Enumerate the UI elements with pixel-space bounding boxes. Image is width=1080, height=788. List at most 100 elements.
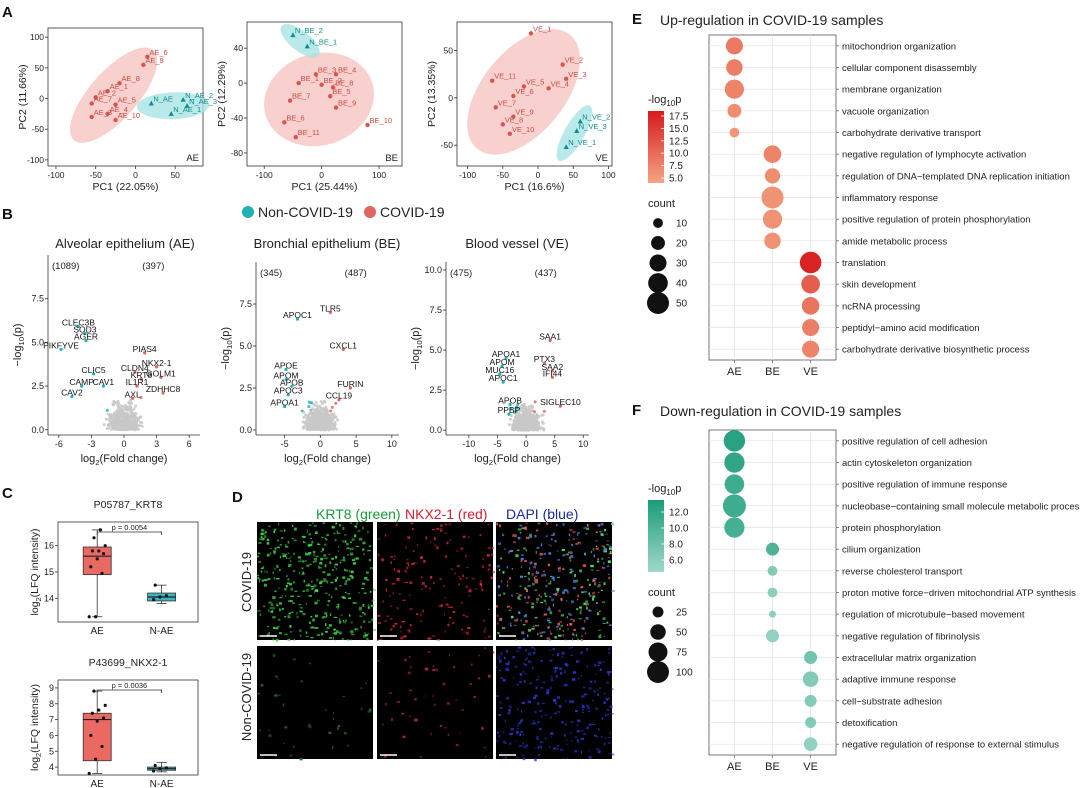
microscopy-signal	[535, 686, 538, 690]
microscopy-signal	[520, 575, 523, 578]
microscopy-signal	[576, 660, 578, 663]
microscopy-signal	[582, 705, 584, 708]
volcano-point	[112, 399, 116, 403]
volcano-point	[517, 422, 521, 426]
microscopy-signal	[350, 552, 354, 556]
pca-tag: AE	[186, 153, 199, 164]
microscopy-signal	[296, 615, 299, 618]
microscopy-signal	[402, 599, 406, 601]
pca-ylabel: PC2 (13.35%)	[426, 61, 438, 127]
microscopy-signal	[502, 533, 504, 537]
volcano-ytick-label: 0.0	[429, 425, 442, 435]
volcano-point	[519, 416, 523, 420]
microscopy-signal	[592, 699, 594, 702]
microscopy-signal	[392, 592, 394, 595]
microscopy-signal	[608, 742, 612, 744]
volcano-point	[317, 409, 321, 413]
microscopy-signal	[551, 735, 553, 738]
microscopy-signal	[509, 742, 512, 745]
microscopy-signal	[512, 655, 516, 659]
microscopy-signal	[296, 612, 298, 615]
volcano-point	[306, 426, 310, 430]
microscopy-signal	[497, 631, 500, 635]
microscopy-signal	[344, 568, 346, 572]
microscopy-signal	[543, 570, 545, 572]
microscopy-signal	[432, 668, 436, 671]
legend-noncovid-dot	[242, 206, 254, 218]
pca-ellipse-covid	[264, 52, 374, 147]
microscopy-signal	[277, 678, 279, 681]
microscopy-signal	[436, 528, 440, 530]
chart-layer: AE_6AE_9AE_8AE_1AE_2AE_7 AE_5AE_4AE_3 AE_1…	[12, 21, 1080, 788]
microscopy-signal	[583, 564, 587, 567]
microscopy-signal	[287, 615, 291, 618]
volcano-point	[327, 423, 331, 427]
microscopy-signal	[326, 604, 330, 607]
microscopy-signal	[548, 626, 550, 629]
microscopy-signal	[498, 659, 502, 661]
volcano-point	[127, 401, 131, 405]
microscopy-signal	[305, 553, 309, 556]
microscopy-signal	[283, 529, 286, 532]
microscopy-signal	[447, 606, 451, 608]
volcano-point	[529, 404, 533, 408]
microscopy-signal	[487, 569, 490, 572]
microscopy-signal	[283, 616, 287, 618]
microscopy-signal	[404, 658, 407, 662]
microscopy-signal	[393, 558, 396, 560]
pca-point-label: VE_9	[515, 108, 533, 117]
microscopy-signal	[577, 598, 579, 601]
pca-point	[145, 54, 150, 60]
volcano-gene-point	[131, 396, 135, 400]
microscopy-signal	[288, 552, 290, 554]
microscopy-signal	[562, 757, 565, 759]
microscopy-signal	[351, 538, 355, 541]
pca-point	[93, 95, 98, 100]
volcano-xlabel-sub: 2	[95, 458, 99, 467]
microscopy-signal	[599, 530, 602, 533]
microscopy-signal	[356, 522, 358, 525]
microscopy-signal	[598, 629, 601, 631]
microscopy-signal	[348, 597, 352, 600]
pca-point	[290, 32, 296, 38]
microscopy-signal	[562, 629, 565, 632]
microscopy-signal	[323, 557, 326, 559]
volcano-gene-point	[80, 384, 84, 388]
microscopy-signal	[313, 524, 317, 527]
microscopy-signal	[561, 591, 566, 594]
microscopy-signal	[274, 694, 278, 697]
microscopy-signal	[443, 613, 445, 616]
microscopy-signal	[408, 564, 410, 567]
microscopy-signal	[589, 594, 592, 598]
enrich_down-term-label: nucleobase−containing small molecule met…	[842, 501, 1080, 512]
microscopy-signal	[543, 552, 546, 556]
microscopy-signal	[414, 698, 417, 701]
microscopy-signal	[308, 543, 313, 547]
microscopy-signal	[358, 608, 362, 611]
enrich_up-colorbar-label: 15.0	[669, 124, 689, 135]
microscopy-signal	[372, 588, 376, 592]
boxplot-point	[100, 571, 104, 575]
pca-point	[507, 131, 513, 136]
microscopy-signal	[425, 536, 428, 540]
volcano-point	[128, 398, 132, 402]
enrich_down-legend-title: -log10p	[648, 483, 681, 497]
microscopy-signal	[500, 652, 503, 656]
microscopy-signal	[409, 715, 411, 718]
microscopy-signal	[527, 629, 532, 632]
pca-point	[546, 86, 551, 91]
microscopy-signal	[534, 747, 536, 749]
microscopy-signal	[611, 607, 613, 609]
pca-point-label: VE_1	[533, 24, 551, 33]
volcano-point	[128, 404, 132, 408]
boxplot-point	[102, 716, 106, 720]
microscopy-signal	[340, 559, 343, 561]
microscopy-signal	[528, 652, 532, 656]
microscopy-signal	[584, 600, 589, 603]
microscopy-signal	[385, 579, 388, 581]
pca-point	[313, 72, 319, 77]
microscopy-signal	[407, 671, 411, 675]
volcano-point	[117, 406, 121, 410]
volcano-point	[536, 421, 540, 425]
microscopy-signal	[395, 523, 398, 527]
